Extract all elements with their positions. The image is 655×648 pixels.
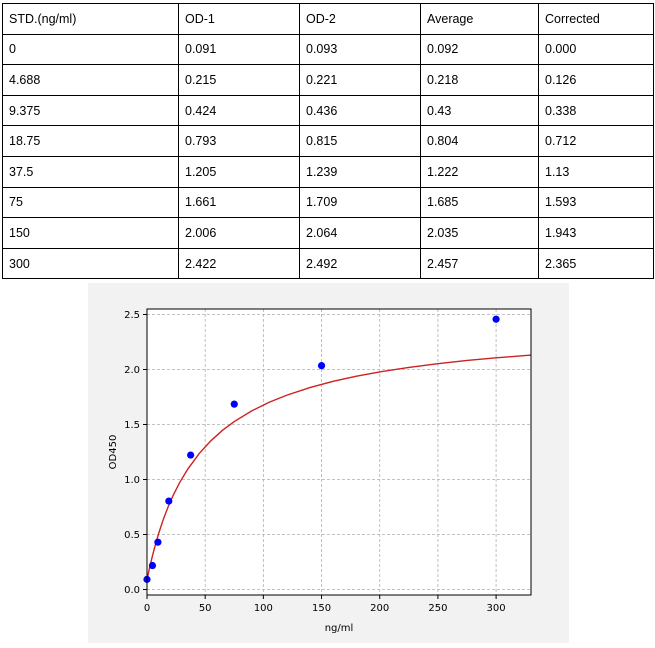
table-cell: 2.422 <box>178 247 300 280</box>
table-cell: 0 <box>2 33 179 66</box>
table-cell: 0.424 <box>178 94 300 127</box>
table-row: 0 0.091 0.093 0.092 0.000 <box>2 33 654 66</box>
table-cell: 4.688 <box>2 64 179 96</box>
table-cell: 2.457 <box>420 247 539 280</box>
table-cell: 1.709 <box>299 186 421 219</box>
data-point <box>148 561 157 570</box>
table-cell: 0.215 <box>178 64 300 96</box>
y-tick-label: 2.5 <box>124 310 140 321</box>
header-average: Average <box>420 3 539 35</box>
x-tick-label: 300 <box>487 603 506 614</box>
x-axis-label: ng/ml <box>325 623 354 634</box>
table-row: 18.75 0.793 0.815 0.804 0.712 <box>2 125 654 157</box>
plot-frame <box>146 308 532 596</box>
table-cell: 0.126 <box>538 64 654 96</box>
table-cell: 0.815 <box>299 125 421 157</box>
table-cell: 150 <box>2 217 179 249</box>
table-cell: 300 <box>2 247 179 280</box>
table-row: 75 1.661 1.709 1.685 1.593 <box>2 186 654 219</box>
y-tick-label: 1.5 <box>124 420 140 431</box>
data-point <box>187 451 195 459</box>
table-row: 300 2.422 2.492 2.457 2.365 <box>2 247 654 280</box>
table-cell: 0.436 <box>299 94 421 127</box>
x-tick-label: 100 <box>254 603 273 614</box>
x-tick-label: 150 <box>312 603 331 614</box>
table-cell: 0.093 <box>299 33 421 66</box>
table-cell: 18.75 <box>2 125 179 157</box>
x-axis-ticks: 0 50 100 150 200 250 300 <box>144 595 506 614</box>
header-std: STD.(ng/ml) <box>2 3 179 35</box>
table-cell: 2.492 <box>299 247 421 280</box>
table-cell: 0.091 <box>178 33 300 66</box>
x-tick-label: 50 <box>199 603 212 614</box>
table-cell: 0.221 <box>299 64 421 96</box>
table-header-row: STD.(ng/ml) OD-1 OD-2 Average Corrected <box>2 3 654 35</box>
data-point <box>492 315 500 323</box>
header-od2: OD-2 <box>299 3 421 35</box>
data-point <box>230 400 238 408</box>
y-axis-label: OD450 <box>108 435 119 470</box>
table-row: 9.375 0.424 0.436 0.43 0.338 <box>2 94 654 127</box>
table-cell: 1.943 <box>538 217 654 249</box>
data-point <box>165 497 173 505</box>
table-row: 37.5 1.205 1.239 1.222 1.13 <box>2 155 654 188</box>
y-tick-label: 2.0 <box>124 365 140 376</box>
table-cell: 0.804 <box>420 125 539 157</box>
table-cell: 0.000 <box>538 33 654 66</box>
data-point <box>154 538 162 546</box>
table-row: 150 2.006 2.064 2.035 1.943 <box>2 217 654 249</box>
table-cell: 2.365 <box>538 247 654 280</box>
header-corrected: Corrected <box>538 3 654 35</box>
table-cell: 0.218 <box>420 64 539 96</box>
standard-curve-table: STD.(ng/ml) OD-1 OD-2 Average Corrected … <box>2 3 654 280</box>
table-cell: 0.793 <box>178 125 300 157</box>
data-point <box>317 362 326 370</box>
table-cell: 1.593 <box>538 186 654 219</box>
table-cell: 1.222 <box>420 155 539 188</box>
y-tick-label: 1.0 <box>124 475 140 486</box>
grid-lines <box>146 309 531 595</box>
table-cell: 1.239 <box>299 155 421 188</box>
table-cell: 0.712 <box>538 125 654 157</box>
y-tick-label: 0.5 <box>124 530 140 541</box>
table-cell: 2.064 <box>299 217 421 249</box>
table-cell: 1.685 <box>420 186 539 219</box>
x-tick-label: 200 <box>370 603 389 614</box>
table-cell: 1.661 <box>178 186 300 219</box>
x-tick-label: 0 <box>144 603 150 614</box>
table-cell: 0.092 <box>420 33 539 66</box>
table-cell: 75 <box>2 186 179 219</box>
data-points-layer <box>143 315 500 583</box>
table-cell: 2.006 <box>178 217 300 249</box>
table-cell: 2.035 <box>420 217 539 249</box>
standard-curve-chart-panel: 0 50 100 150 200 250 300 0.0 0.5 1.0 1.5 2.0 2.5 ng… <box>88 283 569 643</box>
table-cell: 0.338 <box>538 94 654 127</box>
standard-curve-chart: 0 50 100 150 200 250 300 0.0 0.5 1.0 1.5 2.0 2.5 ng… <box>108 308 532 634</box>
y-tick-label: 0.0 <box>124 585 140 596</box>
table-cell: 0.43 <box>420 94 539 127</box>
table-row: 4.688 0.215 0.221 0.218 0.126 <box>2 64 654 96</box>
header-od1: OD-1 <box>178 3 300 35</box>
table-cell: 37.5 <box>2 155 179 188</box>
table-cell: 9.375 <box>2 94 179 127</box>
plot-area <box>147 309 531 595</box>
table-cell: 1.13 <box>538 155 654 188</box>
x-tick-label: 250 <box>428 603 447 614</box>
table-cell: 1.205 <box>178 155 300 188</box>
y-axis-ticks: 0.0 0.5 1.0 1.5 2.0 2.5 <box>124 310 147 596</box>
